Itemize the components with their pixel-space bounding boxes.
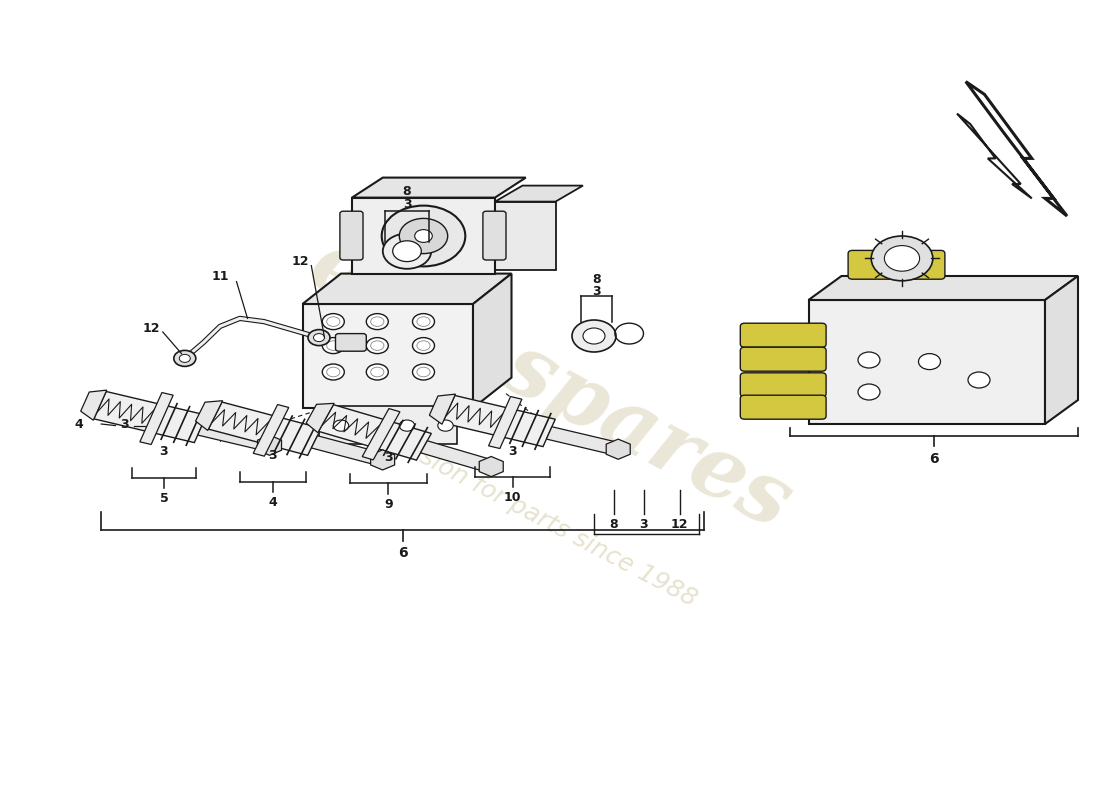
Polygon shape (966, 82, 1067, 216)
Circle shape (399, 420, 415, 431)
Polygon shape (253, 405, 289, 456)
Polygon shape (473, 274, 512, 408)
Circle shape (383, 234, 431, 269)
Circle shape (366, 314, 388, 330)
Polygon shape (311, 436, 386, 466)
Text: 3: 3 (639, 518, 648, 531)
Text: 3: 3 (268, 450, 277, 462)
Polygon shape (371, 450, 395, 470)
Text: 6: 6 (398, 546, 407, 560)
Circle shape (415, 230, 432, 242)
Text: 12: 12 (143, 322, 161, 334)
FancyBboxPatch shape (483, 211, 506, 260)
Polygon shape (1045, 276, 1078, 424)
Circle shape (366, 338, 388, 354)
Text: 4: 4 (75, 418, 84, 430)
FancyBboxPatch shape (740, 347, 826, 371)
Text: 8: 8 (592, 273, 601, 286)
Circle shape (322, 314, 344, 330)
Circle shape (179, 354, 190, 362)
FancyBboxPatch shape (352, 198, 495, 274)
Circle shape (314, 334, 324, 342)
Circle shape (918, 354, 940, 370)
Polygon shape (352, 178, 526, 198)
Circle shape (308, 330, 330, 346)
Polygon shape (547, 426, 622, 455)
Polygon shape (429, 394, 455, 424)
Text: 5: 5 (160, 492, 168, 505)
Text: 9: 9 (384, 498, 393, 510)
Text: 12: 12 (292, 255, 309, 268)
FancyBboxPatch shape (808, 300, 1045, 424)
Polygon shape (140, 393, 173, 445)
Circle shape (322, 364, 344, 380)
Circle shape (412, 338, 434, 354)
Text: eurospares: eurospares (295, 222, 805, 546)
Polygon shape (606, 439, 630, 459)
Polygon shape (808, 276, 1078, 300)
Circle shape (412, 364, 434, 380)
Polygon shape (196, 401, 222, 430)
Polygon shape (957, 114, 1032, 198)
Polygon shape (495, 186, 583, 202)
Polygon shape (257, 435, 282, 455)
Circle shape (572, 320, 616, 352)
FancyBboxPatch shape (336, 334, 366, 351)
Circle shape (438, 420, 453, 431)
Polygon shape (480, 457, 503, 477)
Circle shape (858, 384, 880, 400)
Circle shape (393, 241, 421, 262)
Text: 8: 8 (403, 185, 411, 198)
Text: 4: 4 (268, 496, 277, 509)
FancyBboxPatch shape (302, 304, 473, 408)
Text: 3: 3 (384, 451, 393, 464)
Polygon shape (442, 395, 556, 446)
Text: 6: 6 (930, 452, 938, 466)
Text: 3: 3 (403, 198, 411, 211)
Circle shape (322, 338, 344, 354)
Text: 8: 8 (609, 518, 618, 531)
Text: 12: 12 (671, 518, 689, 531)
FancyBboxPatch shape (340, 211, 363, 260)
FancyBboxPatch shape (495, 202, 556, 270)
Polygon shape (94, 391, 207, 442)
Polygon shape (306, 403, 334, 433)
Text: 3: 3 (160, 446, 168, 458)
Polygon shape (420, 441, 495, 473)
FancyBboxPatch shape (740, 395, 826, 419)
Text: 11: 11 (211, 270, 229, 282)
Polygon shape (198, 422, 273, 451)
Polygon shape (488, 397, 521, 449)
Circle shape (399, 218, 448, 254)
FancyBboxPatch shape (319, 406, 456, 444)
Circle shape (333, 420, 349, 431)
Text: 3: 3 (508, 445, 517, 458)
FancyBboxPatch shape (740, 323, 826, 347)
Circle shape (884, 246, 920, 271)
Circle shape (871, 236, 933, 281)
Circle shape (968, 372, 990, 388)
FancyBboxPatch shape (740, 373, 826, 397)
Circle shape (858, 352, 880, 368)
Polygon shape (208, 402, 321, 455)
Circle shape (382, 206, 465, 266)
Circle shape (583, 328, 605, 344)
Circle shape (366, 364, 388, 380)
Circle shape (412, 314, 434, 330)
Polygon shape (80, 390, 107, 420)
Polygon shape (302, 274, 512, 304)
Polygon shape (319, 405, 431, 460)
Text: a passion for parts since 1988: a passion for parts since 1988 (355, 413, 701, 611)
Text: 3: 3 (120, 418, 129, 430)
FancyBboxPatch shape (848, 250, 945, 279)
Circle shape (174, 350, 196, 366)
Text: 3: 3 (592, 285, 601, 298)
Text: 10: 10 (504, 491, 521, 504)
Polygon shape (362, 409, 400, 460)
